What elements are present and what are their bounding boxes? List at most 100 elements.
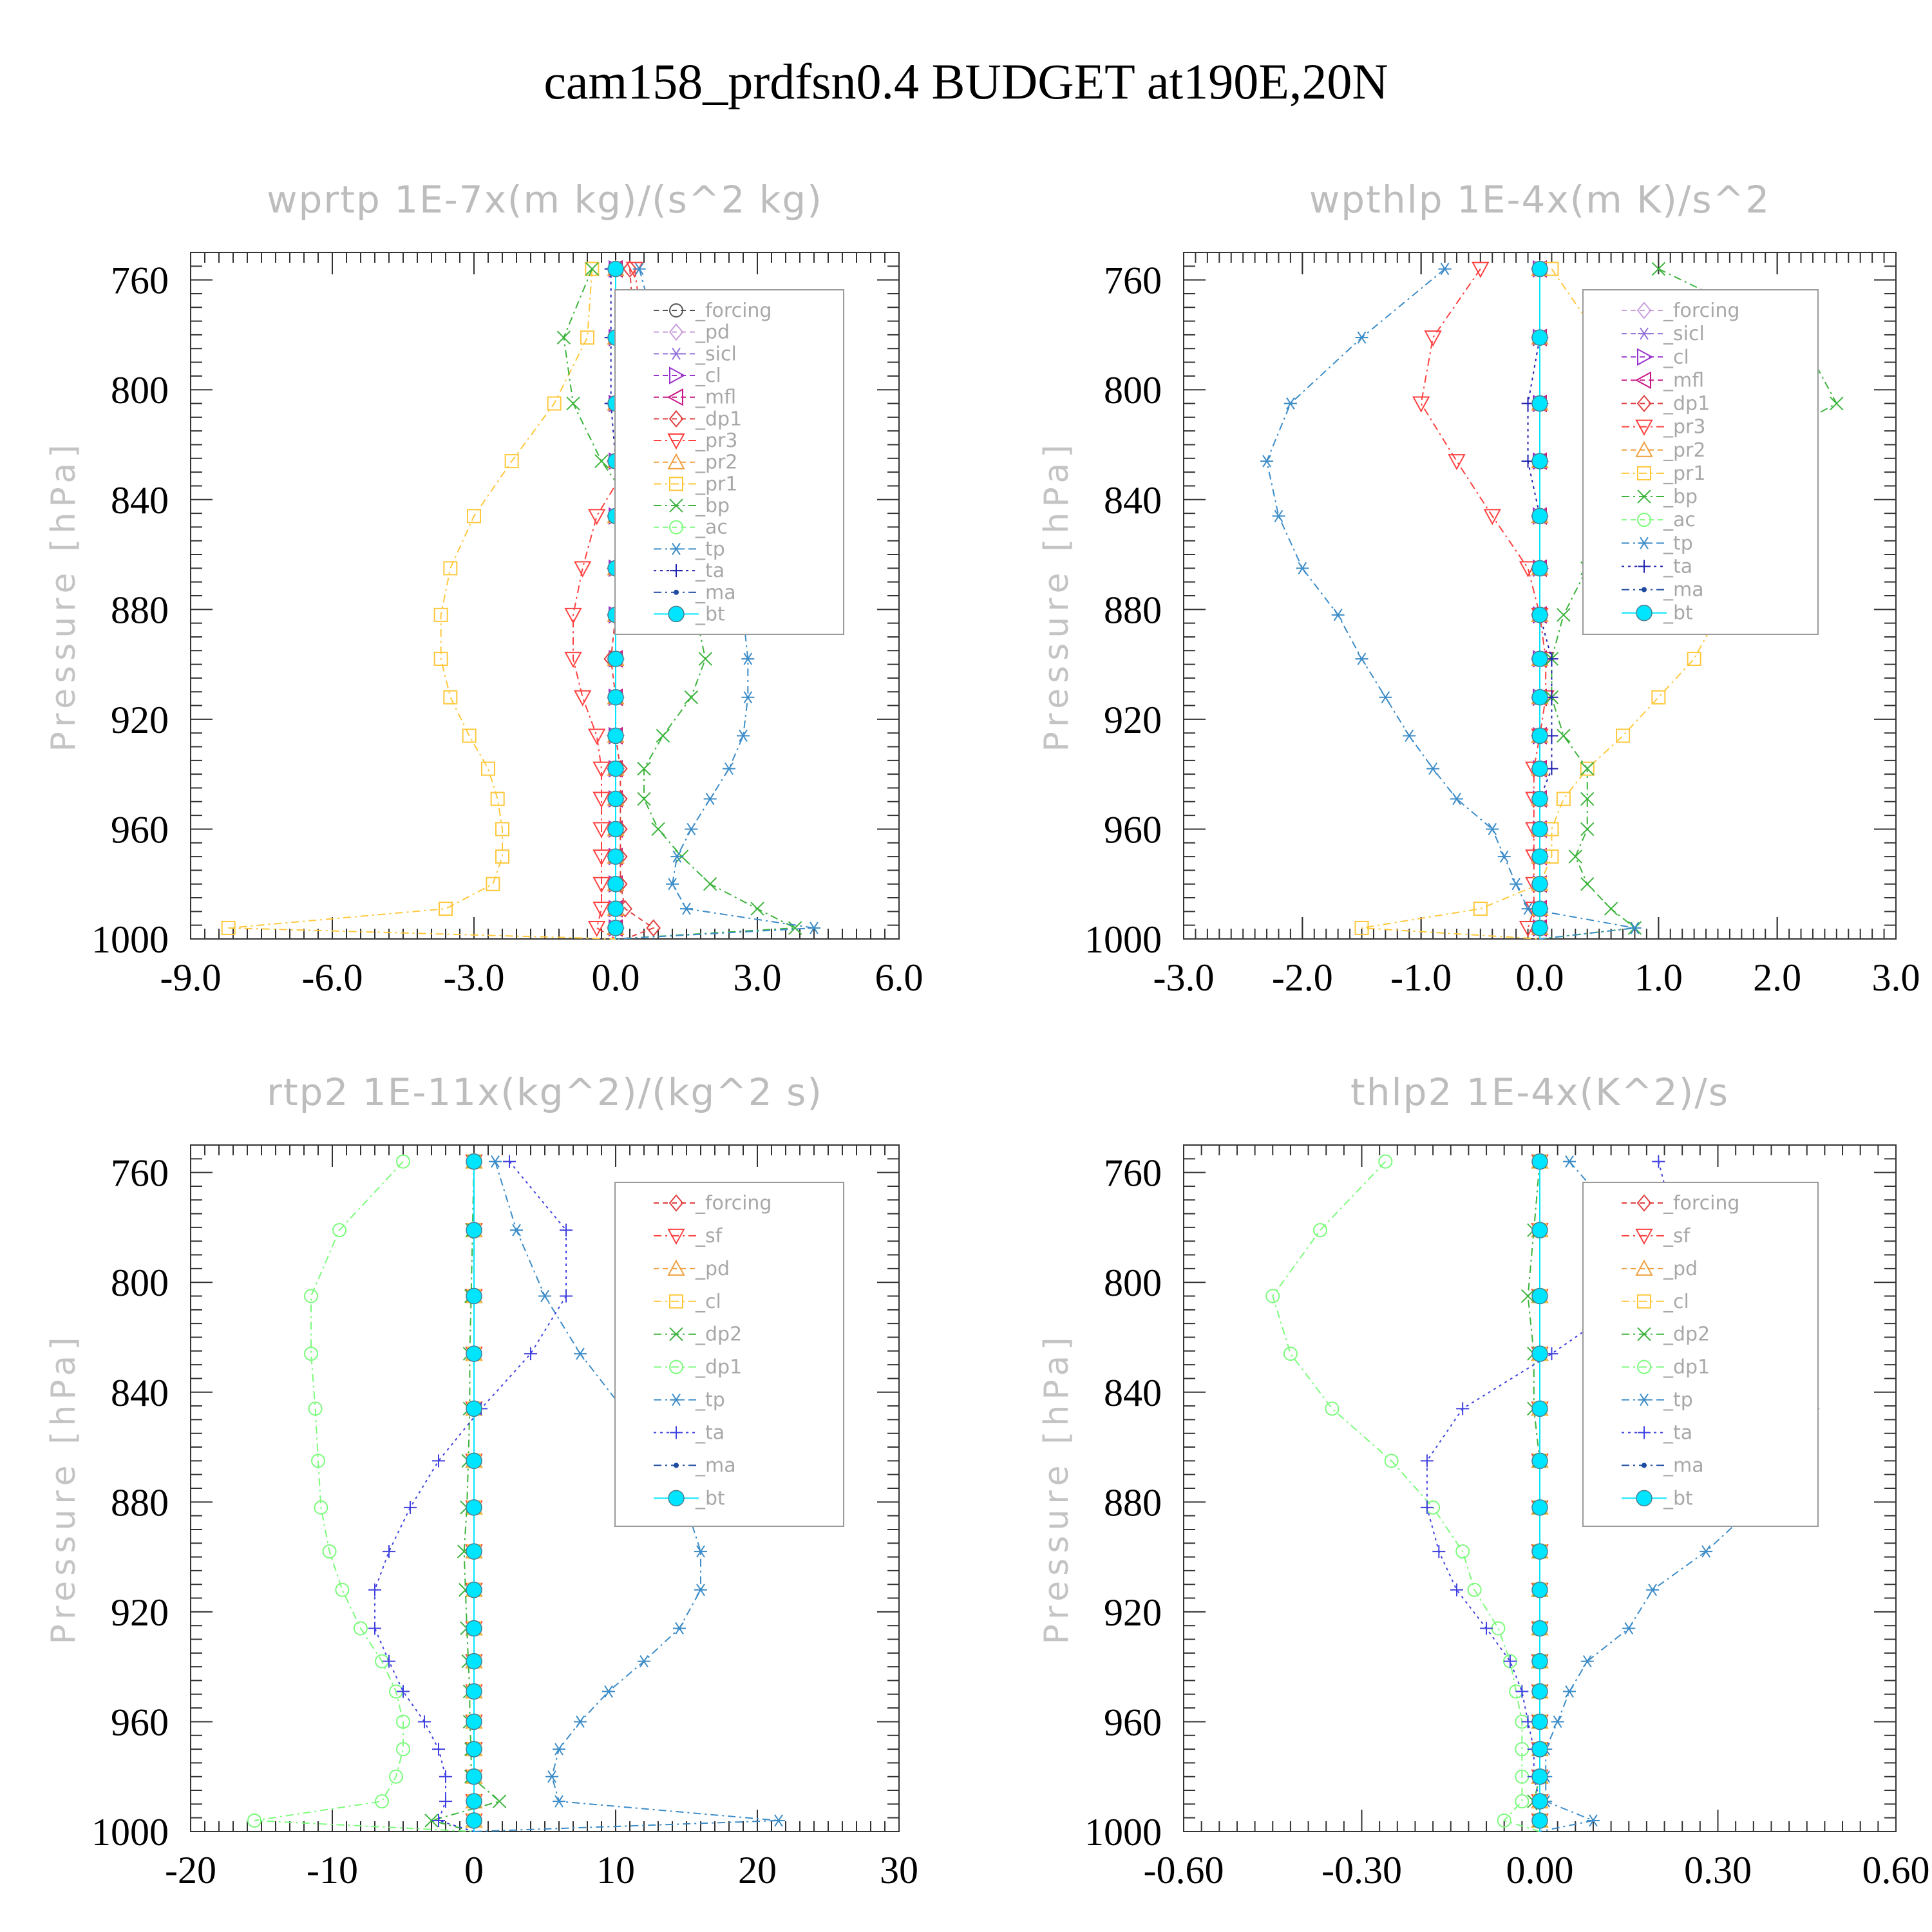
data-point [1580, 761, 1595, 776]
data-point [462, 728, 477, 743]
legend-marker [667, 1259, 685, 1276]
data-point [1531, 790, 1548, 808]
data-point [1520, 1289, 1535, 1303]
data-point [607, 875, 624, 893]
data-point [1531, 875, 1548, 893]
data-point [466, 1582, 482, 1598]
data-point [1483, 509, 1501, 526]
x-tick-label: -6.0 [302, 956, 363, 999]
data-point [492, 1794, 507, 1808]
data-point [694, 1545, 707, 1558]
legend-label: _dp2 [695, 1323, 742, 1346]
series-line [563, 269, 798, 940]
chart-panel-4: thlp2 1E-4x(K^2)/s Pressure [hPa] 760 800 84… [1037, 1070, 1930, 1891]
legend-marker [674, 589, 679, 595]
y-tick-label: 880 [111, 1481, 169, 1524]
y-tick-label: 760 [1104, 260, 1162, 302]
legend-label: _ma [1663, 579, 1704, 601]
data-point [489, 1155, 502, 1168]
y-tick-label: 840 [111, 479, 169, 522]
data-point [573, 561, 592, 578]
data-point [587, 509, 606, 526]
legend: _forcing_sicl_cl_mfl_dp1_pr3_pr2_pr1_bp_… [1582, 289, 1819, 635]
data-point [637, 791, 651, 806]
y-tick-label: 880 [111, 589, 169, 631]
series-line [573, 269, 645, 940]
data-point [574, 1347, 587, 1360]
data-point [1420, 1454, 1434, 1468]
x-tick-label: -0.60 [1144, 1849, 1224, 1891]
legend-label: _pd [695, 321, 730, 344]
data-point [466, 1222, 482, 1238]
legend-label: _forcing [1663, 299, 1739, 322]
data-point [1700, 1545, 1713, 1558]
legend-label: _dp1 [695, 1356, 742, 1379]
y-tick-label: 800 [1104, 369, 1162, 412]
data-point [247, 1813, 261, 1828]
legend-label: _cl [1663, 1291, 1689, 1313]
data-point [741, 691, 755, 704]
x-tick-label: 2.0 [1753, 956, 1801, 999]
data-point [1531, 760, 1548, 777]
series-pr1 [221, 261, 616, 940]
data-point [1403, 729, 1416, 743]
data-point [772, 1814, 785, 1827]
data-point [396, 1714, 410, 1729]
data-point [322, 1544, 337, 1559]
data-point [466, 1812, 482, 1829]
legend-marker [670, 564, 683, 578]
data-point [304, 1347, 318, 1361]
data-point [1531, 1499, 1548, 1516]
data-point [703, 877, 717, 891]
series-dp1 [247, 1154, 475, 1832]
data-point [607, 900, 624, 917]
data-point [1426, 762, 1440, 775]
data-point [1531, 1713, 1548, 1730]
data-point [602, 1685, 615, 1698]
data-point [564, 652, 582, 668]
data-point [1531, 1222, 1548, 1238]
data-point [1580, 822, 1595, 837]
legend-label: _sicl [1663, 323, 1705, 345]
chart-panel-1: wprtp 1E-7x(m kg)/(s^2 kg) Pressure [hPa]… [44, 178, 923, 999]
x-tick-label: 10 [596, 1849, 635, 1891]
series-dp1 [1265, 1154, 1540, 1832]
data-point [1531, 1452, 1548, 1470]
data-point [1531, 1768, 1548, 1785]
data-point [1531, 329, 1548, 346]
data-point [585, 261, 600, 276]
legend-label: _cl [695, 365, 721, 387]
data-point [592, 761, 611, 778]
legend-marker [1638, 327, 1651, 340]
data-point [354, 1621, 368, 1636]
legend-marker [669, 1327, 683, 1341]
data-point [622, 260, 638, 278]
legend-label: _tp [695, 538, 725, 560]
legend-box [1582, 1182, 1819, 1527]
data-point [1472, 261, 1490, 278]
data-point [1580, 761, 1595, 776]
legend-marker [670, 1394, 683, 1406]
legend-marker [670, 347, 683, 360]
data-point [592, 849, 611, 866]
x-tick-label: 0.60 [1862, 1849, 1930, 1891]
legend-label: _pr2 [695, 451, 737, 474]
y-axis-label: Pressure [hPa] [44, 1332, 83, 1645]
data-point [1412, 396, 1430, 413]
legend-marker [669, 1359, 683, 1374]
legend-marker [668, 410, 684, 428]
legend-marker [1637, 466, 1651, 480]
data-point [1531, 1741, 1548, 1757]
legend-marker [668, 1194, 684, 1212]
legend-marker [1634, 371, 1651, 390]
data-point [1557, 608, 1571, 622]
legend-marker [1636, 394, 1652, 413]
data-point [1531, 1793, 1548, 1810]
x-tick-label: 0.00 [1506, 1849, 1574, 1891]
y-tick-label: 840 [1104, 479, 1162, 522]
data-point [638, 1655, 650, 1668]
x-tick-label: 20 [738, 1849, 777, 1891]
data-point [1531, 650, 1548, 667]
legend-label: _ta [695, 560, 724, 582]
data-point [1473, 902, 1488, 916]
